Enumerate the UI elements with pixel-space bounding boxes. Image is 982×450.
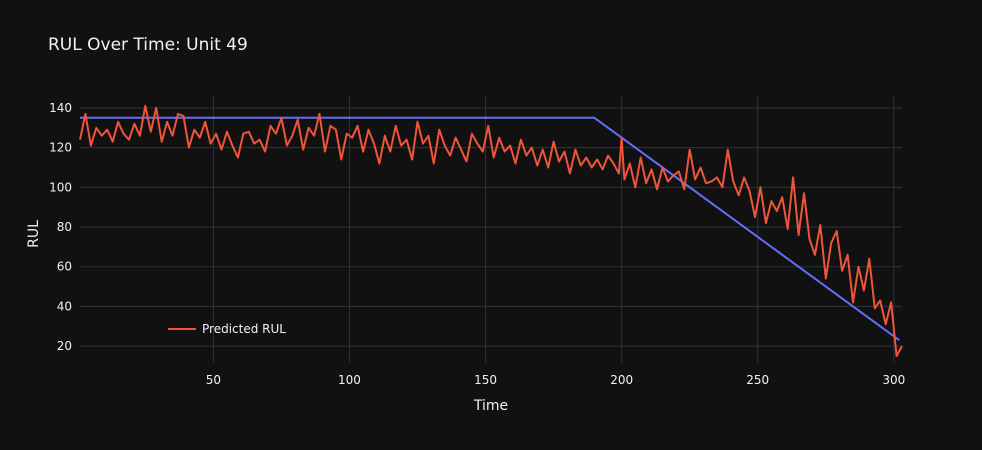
chart-title: RUL Over Time: Unit 49: [48, 35, 248, 55]
series-line-true-rul: [80, 116, 900, 342]
x-tick-label: 100: [338, 373, 361, 387]
y-tick-label: 140: [49, 101, 72, 115]
y-tick-label: 120: [49, 141, 72, 155]
legend-label-predicted-rul: Predicted RUL: [202, 322, 286, 336]
series-layer: [79, 104, 903, 357]
x-tick-label: 50: [206, 373, 221, 387]
x-tick-label: 250: [746, 373, 769, 387]
y-tick-label: 60: [57, 260, 72, 274]
x-tick-label: 300: [882, 373, 905, 387]
x-tick-label: 150: [474, 373, 497, 387]
y-tick-label: 100: [49, 180, 72, 194]
y-tick-label: 80: [57, 220, 72, 234]
y-axis-title: RUL: [26, 220, 42, 248]
series-line-predicted-rul: [79, 104, 903, 357]
y-tick-label: 20: [57, 339, 72, 353]
x-tick-label: 200: [610, 373, 633, 387]
y-tick-label: 40: [57, 299, 72, 313]
x-axis-title: Time: [473, 398, 508, 414]
legend[interactable]: Predicted RUL: [168, 322, 286, 336]
tick-layer: 20 40 60 80 100 120 140 50 100 150 200 250 300: [49, 101, 905, 387]
